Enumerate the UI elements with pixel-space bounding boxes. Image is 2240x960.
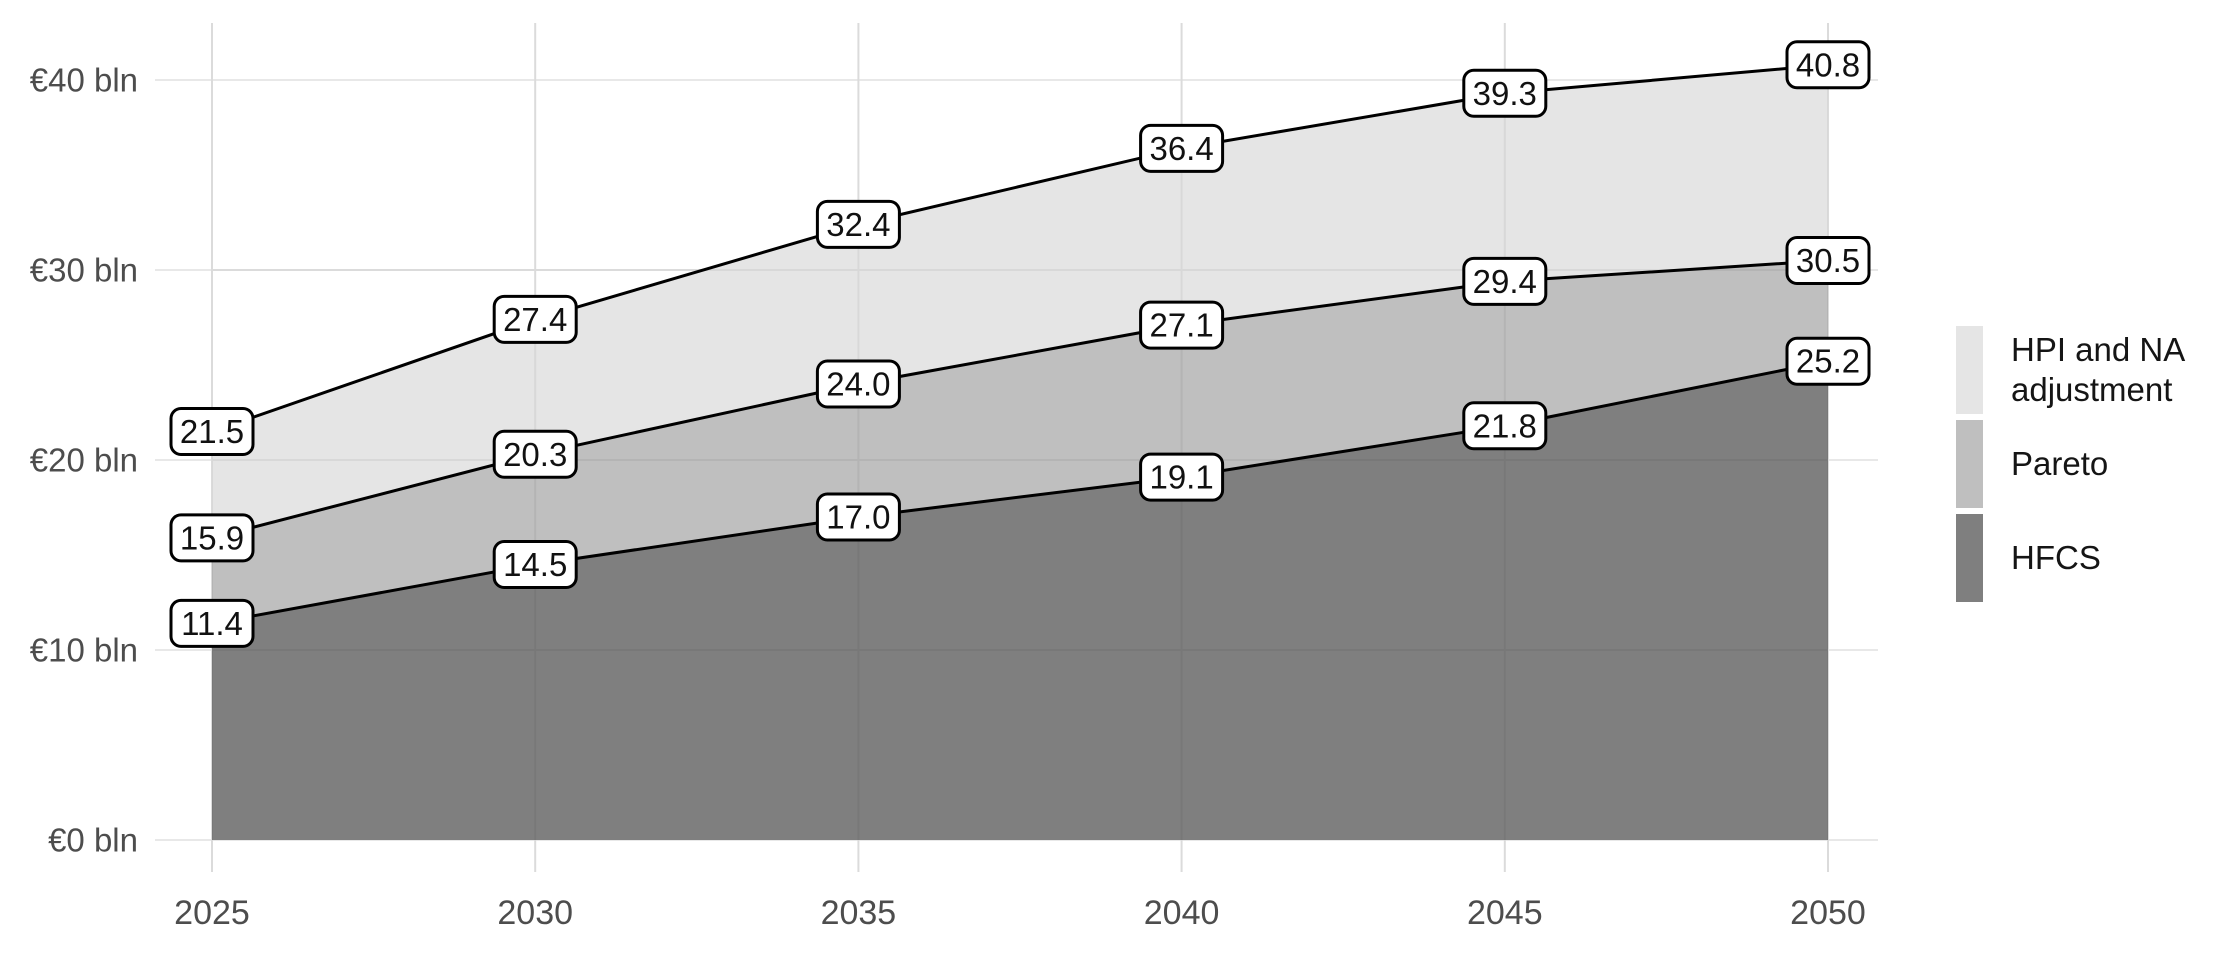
x-axis-tick-label: 2025	[174, 894, 250, 932]
value-label-box	[1785, 40, 1871, 90]
series-line	[211, 63, 1829, 433]
value-label-box	[169, 513, 255, 563]
value-label: 30.5	[1796, 242, 1860, 279]
y-axis-tick-label: €20 bln	[30, 442, 138, 479]
value-label-box	[169, 598, 255, 648]
value-label: 17.0	[826, 499, 890, 536]
value-label: 19.1	[1149, 459, 1213, 496]
x-axis-tick-label: 2035	[821, 894, 897, 932]
x-axis-tick-label: 2050	[1790, 894, 1866, 932]
x-axis-tick-label: 2040	[1144, 894, 1220, 932]
legend-label-pareto: Pareto	[2011, 444, 2109, 482]
value-label: 32.4	[826, 206, 890, 243]
x-axis-tick-label: 2045	[1467, 894, 1543, 932]
value-label: 24.0	[826, 366, 890, 403]
axis-labels: €0 bln €10 bln €20 bln €30 bln €40 bln 2025 20…	[30, 62, 1866, 933]
value-label: 20.3	[503, 436, 567, 473]
value-label: 15.9	[180, 519, 244, 556]
value-label-box	[492, 294, 578, 344]
value-label-box	[815, 492, 901, 542]
value-label: 11.4	[181, 605, 243, 642]
gridline-overlay	[211, 23, 1829, 872]
legend-item-hpi: HPI and NA adjustment	[1956, 326, 2231, 414]
legend-swatch-pareto	[1956, 420, 1983, 508]
value-label: 14.5	[503, 546, 567, 583]
value-label: 40.8	[1796, 46, 1860, 83]
legend-item-pareto: Pareto	[1956, 420, 2231, 508]
value-label-box	[815, 199, 901, 249]
value-label: 27.1	[1149, 307, 1213, 344]
value-labels: 21.5 27.4 32.4 36.4 39.3 40.8 15.9 20.3 24.0 27.1…	[169, 40, 1871, 648]
value-label-box	[492, 540, 578, 589]
x-axis-tick-label: 2030	[497, 894, 573, 932]
value-label-box	[1462, 256, 1548, 306]
area-fills	[212, 64, 1828, 841]
value-label-box	[815, 359, 901, 409]
value-label: 21.5	[180, 413, 244, 450]
value-label: 36.4	[1149, 130, 1213, 167]
y-axis-tick-label: €0 bln	[48, 822, 138, 859]
series-line	[211, 359, 1829, 625]
legend-item-hfcs: HFCS	[1956, 514, 2231, 602]
legend-swatch-hpi	[1956, 326, 1983, 414]
legend-swatch-hfcs	[1956, 514, 1983, 602]
value-label: 39.3	[1473, 75, 1537, 112]
value-label-box	[1785, 336, 1871, 386]
area-hfcs	[212, 361, 1828, 840]
value-label-box	[1462, 401, 1548, 451]
value-label: 29.4	[1473, 263, 1537, 300]
y-axis-tick-label: €30 bln	[30, 252, 138, 289]
chart-legend: HPI and NA adjustment Pareto HFCS	[1956, 326, 2231, 608]
legend-label-hpi: HPI and NA adjustment	[2011, 330, 2184, 408]
value-label-box	[1785, 236, 1871, 285]
value-label: 25.2	[1796, 343, 1860, 380]
y-axis-tick-label: €40 bln	[30, 62, 138, 99]
series-lines	[211, 63, 1829, 625]
value-label: 21.8	[1473, 407, 1537, 444]
value-label-box	[1139, 123, 1225, 173]
value-label-box	[1139, 300, 1225, 350]
value-label-box	[169, 407, 255, 456]
value-label: 27.4	[503, 301, 567, 338]
value-label-box	[492, 429, 578, 479]
series-line	[211, 259, 1829, 540]
value-label-box	[1139, 452, 1225, 502]
legend-label-hfcs: HFCS	[2011, 538, 2101, 576]
y-axis-tick-label: €10 bln	[30, 632, 138, 669]
value-label-box	[1462, 68, 1548, 118]
